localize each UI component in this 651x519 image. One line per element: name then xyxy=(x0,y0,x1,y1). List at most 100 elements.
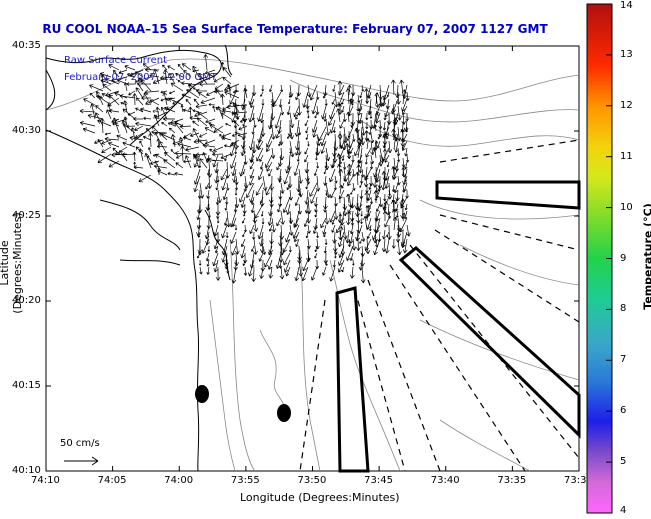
current-vector xyxy=(314,252,318,259)
current-vector xyxy=(260,91,264,97)
current-vector xyxy=(400,198,406,213)
current-vector xyxy=(212,252,219,267)
current-vector xyxy=(226,182,230,191)
current-vector xyxy=(338,184,343,195)
current-vector xyxy=(288,91,292,98)
current-vector xyxy=(364,88,369,105)
current-vector xyxy=(401,167,406,177)
legend-line-2: February 07, 2007, 12:00 GMT xyxy=(64,72,217,83)
current-vector xyxy=(382,210,388,222)
current-vector xyxy=(224,83,240,92)
current-vector xyxy=(112,117,120,134)
current-vector xyxy=(384,154,390,163)
current-vector xyxy=(261,98,265,106)
current-vector xyxy=(338,213,342,222)
current-vector xyxy=(159,75,176,81)
current-vector xyxy=(391,166,397,180)
current-vector xyxy=(301,266,309,282)
current-vector xyxy=(216,217,220,224)
current-vector xyxy=(324,98,328,106)
current-vector xyxy=(286,203,291,215)
current-vector xyxy=(297,126,302,136)
current-vector xyxy=(213,259,219,273)
current-vector xyxy=(337,259,345,273)
current-vector xyxy=(122,100,128,113)
current-vector xyxy=(222,66,232,78)
current-vector xyxy=(197,252,201,259)
current-vector xyxy=(314,112,318,119)
current-vector xyxy=(182,136,192,141)
current-vector xyxy=(357,94,361,103)
current-vector xyxy=(282,196,291,213)
current-vector xyxy=(395,210,399,218)
current-vector xyxy=(221,224,228,239)
current-vector xyxy=(183,70,192,78)
plot-frame xyxy=(45,45,580,472)
current-vector xyxy=(132,151,137,162)
current-vector xyxy=(249,224,255,234)
current-vector xyxy=(295,91,300,101)
current-vector xyxy=(401,157,406,168)
current-vector xyxy=(181,93,192,99)
current-vector xyxy=(335,217,345,234)
current-vector xyxy=(213,146,224,152)
current-vector xyxy=(249,133,255,151)
current-vector xyxy=(262,175,268,191)
current-vector xyxy=(204,127,216,134)
current-vector xyxy=(163,159,176,169)
current-vector xyxy=(108,108,120,113)
current-vector xyxy=(163,69,168,85)
axis-tick-marks xyxy=(45,45,580,472)
current-vector xyxy=(364,130,369,141)
current-vector xyxy=(347,130,351,138)
current-vector xyxy=(89,84,104,92)
current-vector xyxy=(274,112,282,129)
current-vector xyxy=(159,141,168,155)
current-vector xyxy=(338,196,342,204)
current-vector xyxy=(232,98,237,115)
current-vector xyxy=(280,210,285,225)
current-vector xyxy=(242,231,246,238)
current-vector xyxy=(397,154,401,163)
current-vector xyxy=(165,97,176,102)
current-vector xyxy=(122,141,136,148)
current-vector xyxy=(180,145,185,162)
current-vector xyxy=(239,161,246,177)
current-vector xyxy=(391,238,396,249)
current-vector xyxy=(94,139,104,145)
current-vector xyxy=(365,138,371,150)
current-vector xyxy=(289,217,293,224)
current-vector xyxy=(391,128,396,141)
current-vector xyxy=(199,158,208,169)
current-vector xyxy=(268,245,273,256)
current-vector xyxy=(288,245,292,253)
current-vector xyxy=(305,133,309,140)
current-vector xyxy=(193,175,201,193)
current-vector xyxy=(221,245,228,263)
current-vector xyxy=(296,84,302,97)
current-vector xyxy=(368,105,372,114)
current-vector xyxy=(203,54,209,71)
restricted-areas xyxy=(335,180,581,473)
current-vector xyxy=(275,126,282,139)
current-vector xyxy=(144,152,152,169)
current-vector xyxy=(286,105,291,116)
current-vector xyxy=(305,231,309,239)
scale-arrow xyxy=(64,456,99,466)
current-vector xyxy=(312,224,318,234)
current-vector xyxy=(161,122,168,127)
current-vector xyxy=(268,224,273,232)
current-vector xyxy=(249,98,255,108)
current-vector xyxy=(133,165,144,170)
current-vector xyxy=(234,224,238,231)
current-vector xyxy=(104,132,112,136)
current-vector xyxy=(349,224,354,235)
current-vector xyxy=(242,168,246,175)
current-vector xyxy=(369,224,372,232)
y-tick-label: 40:15 xyxy=(12,380,41,391)
current-vector xyxy=(338,231,345,248)
current-vector xyxy=(111,152,128,158)
current-vector xyxy=(234,84,238,93)
current-vector xyxy=(283,252,291,266)
current-vector xyxy=(404,161,408,170)
